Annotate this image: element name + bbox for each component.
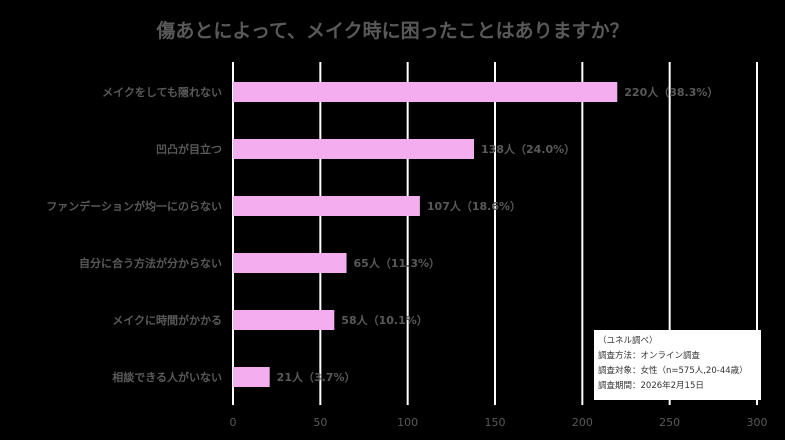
- category-label: 凹凸が目立つ: [156, 142, 222, 156]
- survey-note: （ユネル調べ） 調査方法：オンライン調査 調査対象：女性（n=575人,20-4…: [594, 330, 761, 400]
- bar: [233, 82, 618, 102]
- bar: [233, 367, 270, 387]
- note-source: （ユネル調べ）: [598, 336, 658, 346]
- bar: [233, 139, 475, 159]
- x-tick-label: 50: [313, 416, 327, 429]
- category-label: メイクに時間がかかる: [112, 313, 222, 327]
- x-tick-label: 300: [747, 416, 768, 429]
- category-label: 相談できる人がいない: [112, 370, 222, 384]
- note-target: 調査対象：女性（n=575人,20-44歳）: [598, 366, 748, 376]
- data-label: 65人（11.3%）: [354, 256, 440, 270]
- data-label: 107人（18.6%）: [427, 199, 521, 213]
- bar: [233, 196, 420, 216]
- data-label: 220人（38.3%）: [624, 85, 718, 99]
- x-tick-label: 100: [397, 416, 418, 429]
- data-label: 21人（3.7%）: [277, 370, 356, 384]
- x-tick-label: 250: [659, 416, 680, 429]
- bar: [233, 253, 347, 273]
- data-label: 58人（10.1%）: [341, 313, 427, 327]
- bar: [233, 310, 335, 330]
- category-label: ファンデーションが均一にのらない: [46, 199, 222, 213]
- category-label: 自分に合う方法が分からない: [79, 256, 222, 270]
- category-label: メイクをしても隠れない: [102, 85, 222, 99]
- chart-title: 傷あとによって、メイク時に困ったことはありますか？: [156, 20, 629, 42]
- x-tick-label: 200: [572, 416, 593, 429]
- x-tick-label: 150: [485, 416, 506, 429]
- note-period: 調査期間：2026年2月15日: [598, 381, 704, 391]
- x-tick-label: 0: [230, 416, 237, 429]
- note-method: 調査方法：オンライン調査: [598, 351, 701, 361]
- data-label: 138人（24.0%）: [481, 142, 575, 156]
